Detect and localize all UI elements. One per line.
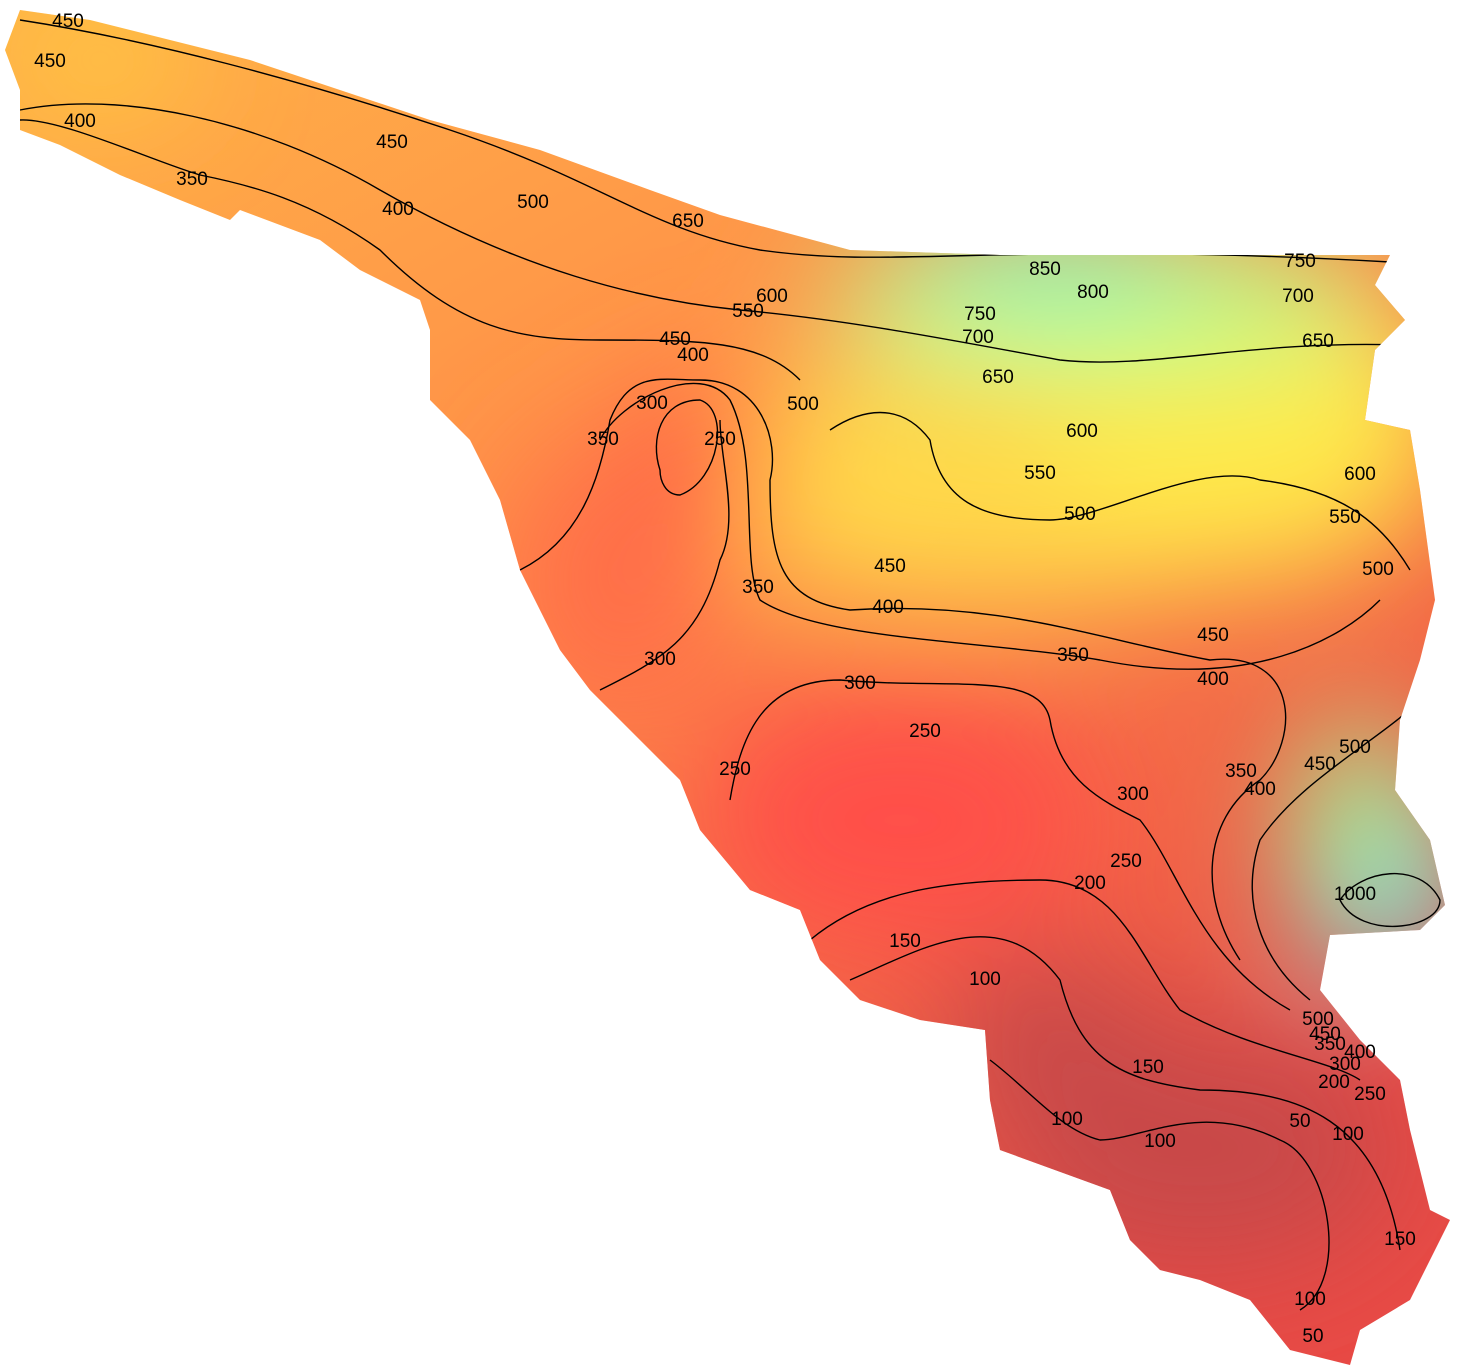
contour-label: 250 [719,759,751,780]
contour-label: 300 [1117,784,1149,805]
contour-label: 200 [1318,1072,1350,1093]
contour-label: 300 [636,393,668,414]
contour-label: 450 [1197,625,1229,646]
contour-label: 600 [1066,421,1098,442]
contour-label: 800 [1077,282,1109,303]
contour-label: 400 [1344,1042,1376,1063]
contour-label: 550 [1024,463,1056,484]
contour-label: 500 [1362,559,1394,580]
contour-label: 650 [982,367,1014,388]
contour-label: 350 [176,169,208,190]
contour-label: 850 [1029,259,1061,280]
contour-label: 600 [1344,464,1376,485]
contour-label: 450 [376,132,408,153]
contour-label: 700 [962,327,994,348]
contour-label: 400 [1197,669,1229,690]
contour-label: 500 [517,192,549,213]
contour-label: 350 [1225,761,1257,782]
contour-label: 350 [587,429,619,450]
contour-label: 400 [872,597,904,618]
contour-label: 450 [1304,754,1336,775]
contour-label: 250 [704,429,736,450]
contour-label: 400 [1244,779,1276,800]
isolines [19,19,1441,1311]
contour-label: 100 [1294,1289,1326,1310]
contour-label: 400 [677,345,709,366]
contour-label: 100 [969,969,1001,990]
contour-label: 400 [382,199,414,220]
contour-label: 750 [1284,251,1316,272]
contour-label: 250 [909,721,941,742]
contour-label: 1000 [1334,884,1376,905]
contour-label: 250 [1354,1084,1386,1105]
contour-label: 100 [1144,1131,1176,1152]
contour-label: 350 [1057,645,1089,666]
contour-label: 500 [1064,504,1096,525]
contour-label: 550 [732,301,764,322]
contour-label: 150 [1384,1229,1416,1250]
contour-label: 500 [1339,737,1371,758]
contour-label: 500 [1302,1009,1334,1030]
contour-label: 150 [1132,1057,1164,1078]
contour-label: 300 [644,649,676,670]
contour-label: 450 [1309,1024,1341,1045]
contour-label: 300 [844,673,876,694]
contour-label: 450 [874,556,906,577]
contour-label: 450 [52,11,84,32]
contour-label: 300 [1329,1054,1361,1075]
contour-label: 50 [1302,1326,1323,1347]
contour-label: 50 [1289,1111,1310,1132]
contour-label: 650 [672,211,704,232]
contour-label: 200 [1074,873,1106,894]
contour-label: 550 [1329,507,1361,528]
contour-label: 500 [787,394,819,415]
contour-label: 250 [1110,851,1142,872]
contour-label: 700 [1282,286,1314,307]
contour-label: 650 [1302,331,1334,352]
contour-label: 100 [1051,1109,1083,1130]
contour-label: 600 [756,286,788,307]
contour-label: 400 [64,111,96,132]
contour-label: 750 [964,304,996,325]
contour-label: 100 [1332,1124,1364,1145]
contour-label: 350 [1314,1034,1346,1055]
contour-label: 450 [34,51,66,72]
contour-label: 150 [889,931,921,952]
contour-label: 350 [742,577,774,598]
contour-label: 450 [659,329,691,350]
